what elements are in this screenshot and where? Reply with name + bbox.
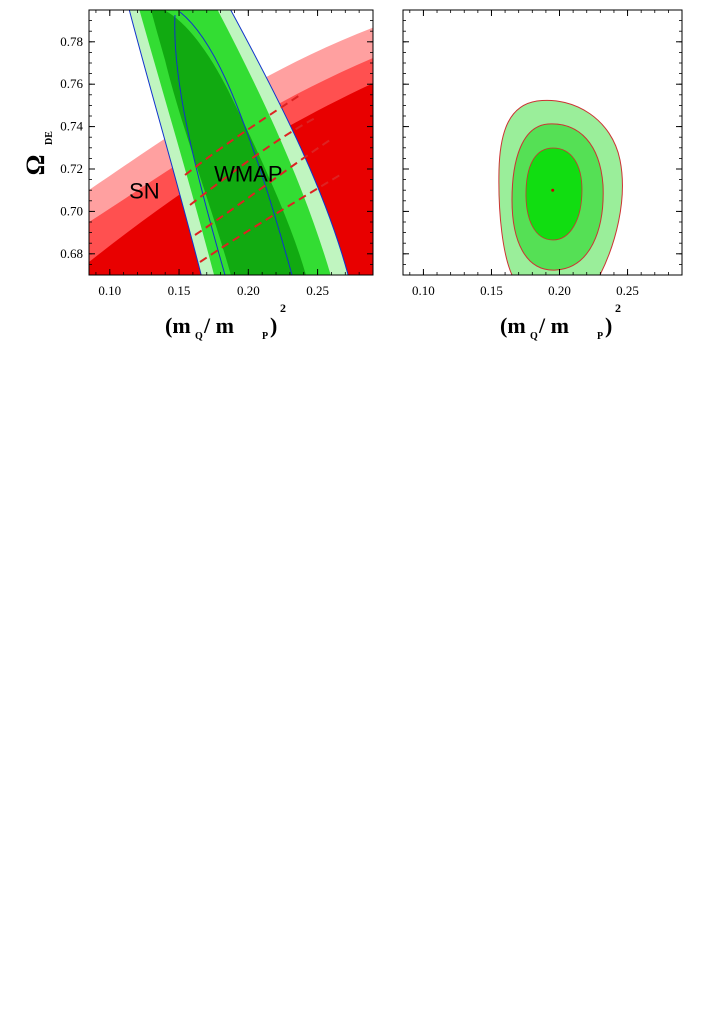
- xlabel-sup: 2: [280, 301, 286, 315]
- y-tick-label: 0.76: [60, 76, 83, 91]
- y-axis-omega: Ω: [21, 155, 50, 176]
- right-x-axis-label: (m Q / m P ) 2: [500, 301, 621, 342]
- wmap-contour-blue-4: [179, 11, 293, 275]
- y-tick-label: 0.68: [60, 246, 83, 261]
- xlabel-close-right: ): [605, 313, 612, 338]
- dashed-red-lines: [184, 94, 341, 263]
- y-tick-label: 0.78: [60, 34, 83, 49]
- x-tick-label: 0.15: [168, 283, 191, 298]
- xlabel-mid: / m: [203, 313, 234, 338]
- y-tick-label: 0.70: [60, 203, 83, 218]
- xlabel-sup-right: 2: [615, 301, 621, 315]
- left-plot-frame: [88, 9, 374, 276]
- dashed-red-line-4: [199, 174, 341, 263]
- xlabel-sub-p-right: P: [597, 331, 603, 342]
- left-ticks: 0.10 0.15 0.20 0.25 0.68 0.70 0.72 0.74 0.76 0.78: [60, 10, 373, 298]
- x-tick-label: 0.25: [616, 283, 639, 298]
- xlabel-sub-p: P: [262, 331, 268, 342]
- y-tick-label: 0.72: [60, 161, 83, 176]
- right-ticks: 0.10 0.15 0.20 0.25: [403, 10, 682, 298]
- x-tick-label: 0.15: [480, 283, 503, 298]
- left-y-axis-label: Ω DE: [21, 131, 55, 176]
- xlabel-sub-q: Q: [195, 331, 203, 342]
- y-tick-label: 0.74: [60, 119, 83, 134]
- right-plot-frame: [402, 9, 683, 276]
- dashed-red-line-2: [189, 117, 316, 206]
- x-tick-label: 0.10: [412, 283, 435, 298]
- annotation-sn: SN: [129, 179, 160, 204]
- x-tick-label: 0.25: [306, 283, 329, 298]
- xlabel-sub-q-right: Q: [530, 331, 538, 342]
- left-contours: [89, 10, 373, 275]
- x-tick-label: 0.20: [548, 283, 571, 298]
- left-x-axis-label: (m Q / m P ) 2: [165, 301, 286, 342]
- left-panel: 0.10 0.15 0.20 0.25 0.68 0.70 0.72 0.74 0.76 0.78…: [21, 9, 374, 342]
- best-fit-marker: [551, 188, 555, 192]
- right-panel: 0.10 0.15 0.20 0.25 (m Q / m P ) 2: [402, 9, 683, 342]
- figure: 0.10 0.15 0.20 0.25 0.68 0.70 0.72 0.74 0.76 0.78…: [0, 0, 705, 360]
- right-contours: [498, 99, 623, 275]
- xlabel-open: (m: [165, 313, 191, 338]
- wmap-contour-blue-2: [230, 10, 349, 275]
- annotation-wmap: WMAP: [214, 162, 282, 187]
- xlabel-mid-right: / m: [538, 313, 569, 338]
- xlabel-open-right: (m: [500, 313, 526, 338]
- combined-region-inner: [525, 147, 583, 241]
- dashed-red-line-3: [194, 139, 331, 236]
- xlabel-close: ): [270, 313, 277, 338]
- wmap-contour-blue-1: [128, 10, 202, 275]
- wmap-contour-blue-3: [174, 14, 226, 275]
- x-tick-label: 0.20: [237, 283, 260, 298]
- y-axis-subscript: DE: [44, 131, 55, 145]
- chart-svg: 0.10 0.15 0.20 0.25 0.68 0.70 0.72 0.74 0.76 0.78…: [21, 9, 683, 342]
- dashed-red-line-1: [184, 94, 301, 176]
- x-tick-label: 0.10: [98, 283, 121, 298]
